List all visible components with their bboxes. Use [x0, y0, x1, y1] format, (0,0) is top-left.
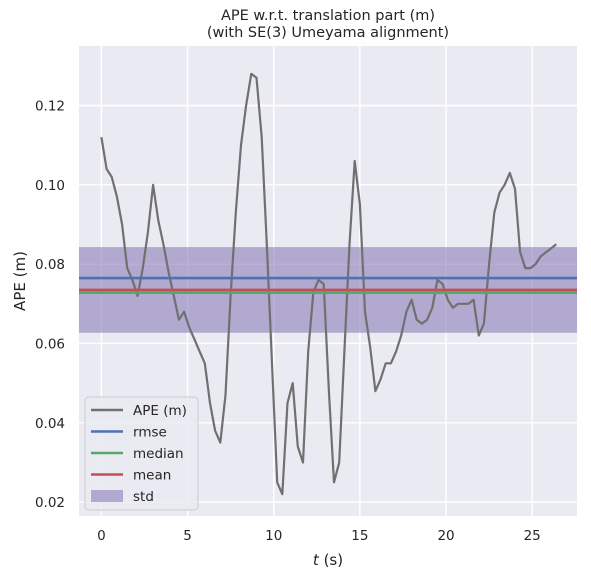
y-axis-label: APE (m)	[11, 251, 29, 311]
y-tick-label: 0.10	[35, 178, 65, 194]
legend: APE (m) rmse median mean std	[84, 396, 199, 511]
x-tick-label: 25	[524, 528, 541, 544]
legend-label-ape: APE (m)	[133, 403, 187, 419]
legend-label-mean: mean	[133, 468, 171, 484]
ape-series-line	[100, 72, 557, 496]
y-tick-label: 0.02	[35, 495, 65, 511]
series-line-layer	[79, 72, 577, 496]
legend-label-std: std	[133, 489, 154, 505]
y-tick-label: 0.04	[35, 416, 65, 432]
legend-label-rmse: rmse	[133, 425, 167, 441]
y-tick-label: 0.06	[35, 336, 65, 352]
tick-labels: 0 5 10 15 20 25 0.02 0.04 0.06 0.08 0.10 0.12	[35, 98, 541, 544]
x-tick-label: 10	[265, 528, 282, 544]
x-tick-label: 15	[351, 528, 368, 544]
y-tick-label: 0.12	[35, 98, 65, 114]
x-axis-label: t (s)	[313, 551, 343, 569]
legend-frame	[84, 396, 199, 511]
legend-label-median: median	[133, 446, 184, 462]
x-tick-label: 20	[437, 528, 454, 544]
chart-title-line-1: APE w.r.t. translation part (m)	[221, 8, 435, 24]
y-tick-label: 0.08	[35, 257, 65, 273]
legend-swatch-std	[91, 490, 123, 502]
x-tick-label: 5	[183, 528, 192, 544]
chart-title-line-2: (with SE(3) Umeyama alignment)	[207, 25, 449, 41]
x-tick-label: 0	[97, 528, 106, 544]
